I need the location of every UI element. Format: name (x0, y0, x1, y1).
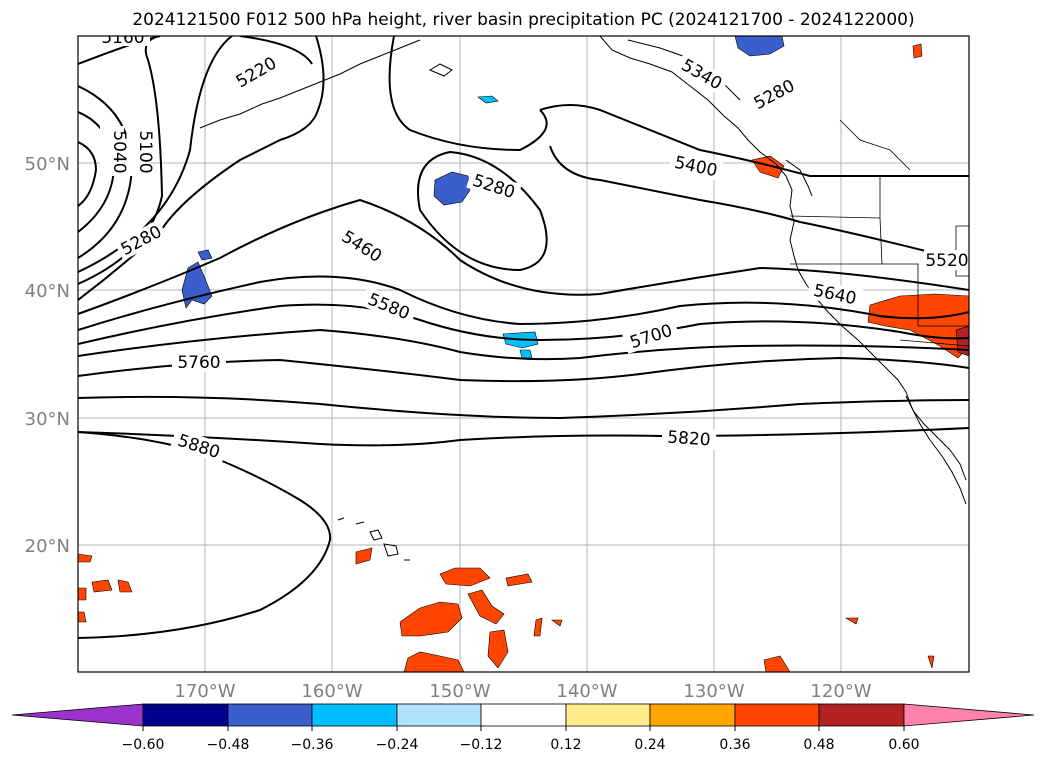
colorbar-cell (649, 703, 736, 727)
latitude-labels: 50°N 40°N 30°N 20°N (25, 154, 70, 557)
contour-label: 5820 (667, 428, 712, 451)
colorbar-tick-labels: −0.60 −0.48 −0.36 −0.24 −0.12 0.12 0.24 … (122, 737, 920, 753)
precip-negative-patches (181, 36, 785, 359)
colorbar-cell (480, 703, 567, 727)
colorbar-cell (311, 703, 398, 727)
lat-label: 30°N (25, 409, 70, 430)
colorbar-tick-label: 0.60 (888, 737, 919, 753)
contour-label: 5040 (109, 130, 129, 173)
colorbar-tick-label: 0.48 (803, 737, 834, 753)
lon-label: 170°W (174, 681, 235, 702)
colorbar-cell (565, 703, 651, 727)
colorbar-cell (142, 703, 229, 727)
colorbar-tick-label: −0.12 (460, 737, 503, 753)
lon-label: 150°W (429, 681, 490, 702)
colorbar-tick-label: −0.60 (122, 737, 165, 753)
map-frame (77, 35, 970, 673)
colorbar-cell (11, 703, 144, 727)
colorbar (11, 703, 1035, 727)
contour-label: 5760 (177, 353, 220, 373)
colorbar-tick-label: 0.24 (634, 737, 665, 753)
colorbar-tick-label: 0.36 (719, 737, 750, 753)
map-title: 2024121500 F012 500 hPa height, river ba… (132, 10, 915, 30)
colorbar-cell (734, 703, 820, 727)
lon-label: 120°W (810, 681, 871, 702)
colorbar-tick-label: 0.12 (550, 737, 581, 753)
lat-label: 40°N (25, 281, 70, 302)
colorbar-cell (903, 703, 1035, 727)
lon-label: 140°W (556, 681, 617, 702)
colorbar-tick-label: −0.24 (376, 737, 419, 753)
lon-label: 130°W (683, 681, 744, 702)
colorbar-cell (227, 703, 313, 727)
lon-label: 160°W (301, 681, 362, 702)
longitude-labels: 170°W 160°W 150°W 140°W 130°W 120°W (174, 681, 871, 702)
colorbar-ticks (142, 726, 905, 731)
colorbar-cell (396, 703, 482, 727)
contour-label: 5160 (101, 28, 144, 48)
contour-label: 5520 (925, 251, 968, 271)
colorbar-tick-label: −0.36 (291, 737, 334, 753)
lat-label: 20°N (25, 536, 70, 557)
colorbar-cell (818, 703, 905, 727)
contour-label-bg (96, 36, 969, 464)
lat-label: 50°N (25, 154, 70, 175)
contour-label: 5100 (135, 130, 155, 173)
colorbar-tick-label: −0.48 (207, 737, 250, 753)
